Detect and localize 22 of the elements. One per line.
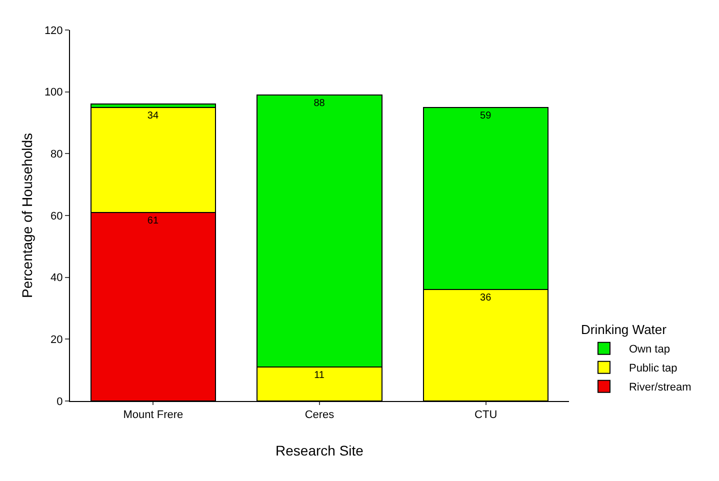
data-label: 88: [314, 98, 326, 109]
data-label: 59: [480, 110, 492, 122]
y-tick-label: 40: [50, 272, 63, 284]
y-tick-label: 120: [44, 24, 63, 37]
legend-label: River/stream: [628, 382, 692, 394]
legend-title: Drinking Water: [580, 322, 668, 337]
x-tick-label: Ceres: [304, 409, 335, 422]
x-axis-title: Research Site: [276, 442, 364, 458]
y-tick-label: 100: [44, 86, 63, 99]
data-label: 61: [147, 215, 159, 226]
legend-label: Own tap: [628, 344, 670, 356]
y-tick-label: 80: [50, 148, 63, 161]
legend-label: Public tap: [628, 362, 678, 375]
data-label: 11: [314, 370, 325, 381]
y-tick-label: 20: [50, 334, 63, 346]
y-tick-label: 0: [56, 396, 63, 408]
x-tick-label: Mount Frere: [123, 409, 184, 422]
y-axis-title: Percentage of Households: [19, 133, 35, 298]
y-tick-label: 60: [50, 210, 63, 222]
data-label: 34: [147, 110, 159, 122]
data-label: 36: [480, 292, 492, 304]
x-tick-label: CTU: [474, 409, 498, 422]
